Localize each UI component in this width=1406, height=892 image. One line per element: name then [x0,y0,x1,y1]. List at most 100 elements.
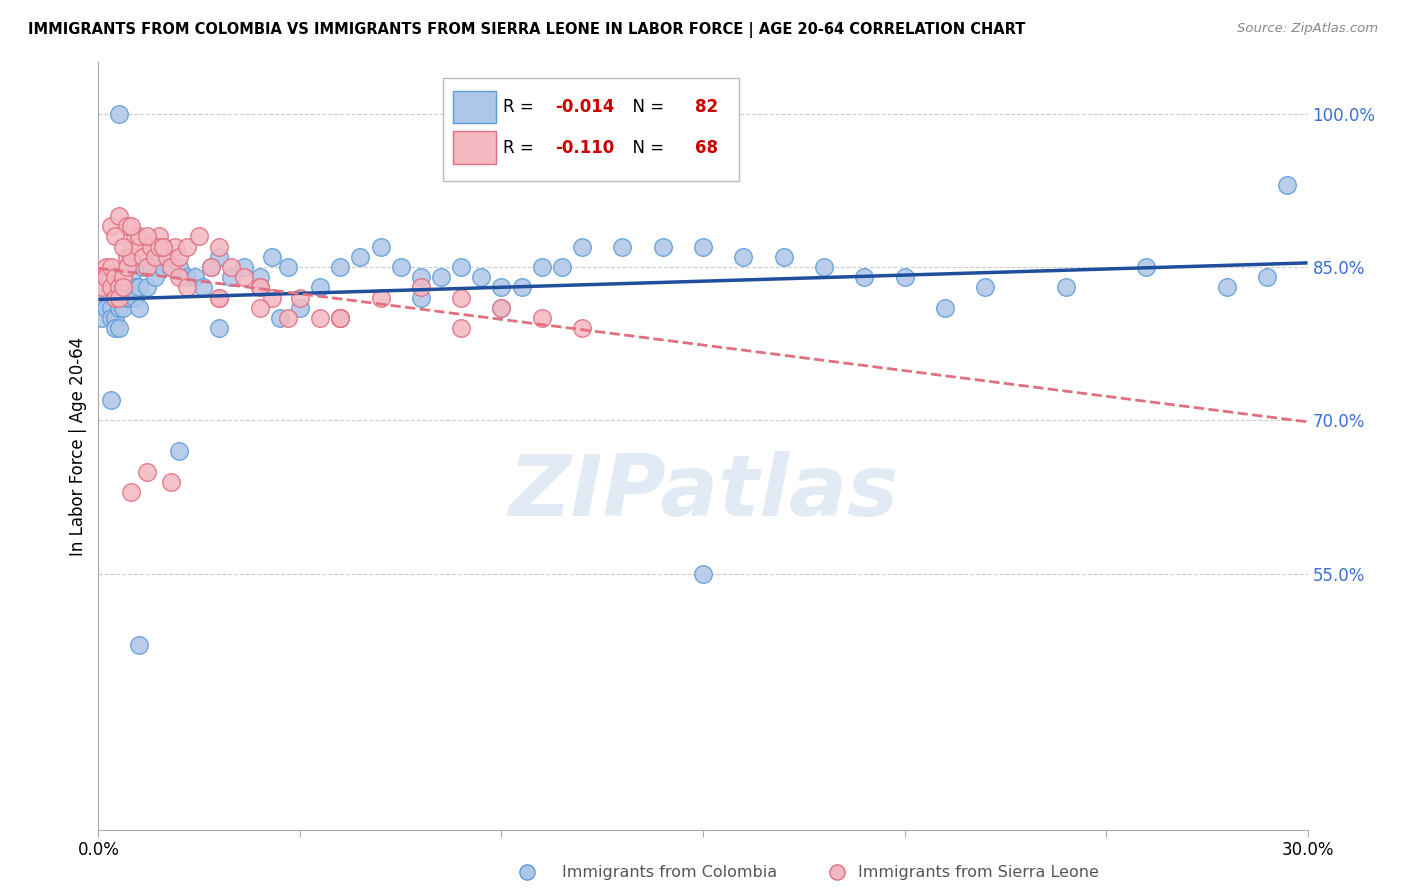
Point [733,250,755,264]
Text: -0.110: -0.110 [555,138,614,157]
Point [111,291,134,305]
Point [329,260,352,274]
Point [103,270,125,285]
Point [139,260,162,274]
Point [430,270,453,285]
Point [200,260,222,274]
Text: Immigrants from Colombia: Immigrants from Colombia [562,865,778,880]
Point [115,250,138,264]
Point [221,260,243,274]
Point [115,260,138,274]
Point [329,311,352,326]
Point [612,239,634,253]
Text: N =: N = [621,138,669,157]
Point [152,260,174,274]
Point [132,260,155,274]
Point [389,260,412,274]
Point [132,250,155,264]
Point [148,239,170,253]
Point [409,280,432,294]
Point [103,291,125,305]
Point [692,566,714,581]
Point [1054,280,1077,294]
Point [111,270,134,285]
Point [974,280,997,294]
Point [232,260,254,274]
Point [329,311,352,326]
Point [277,260,299,274]
Point [128,639,150,653]
Point [249,280,271,294]
Point [96,260,118,274]
Point [692,239,714,253]
Point [107,321,129,335]
Point [450,291,472,305]
Point [100,219,122,233]
Point [128,239,150,253]
Point [103,311,125,326]
Point [288,301,311,315]
Point [934,301,956,315]
Point [160,475,183,489]
Point [249,270,271,285]
Point [571,321,593,335]
Point [893,270,915,285]
Text: Source: ZipAtlas.com: Source: ZipAtlas.com [1237,22,1378,36]
Point [120,270,142,285]
Point [200,260,222,274]
Point [135,280,157,294]
Point [249,280,271,294]
Point [269,311,291,326]
Point [135,465,157,479]
Point [491,301,513,315]
Point [651,239,673,253]
Point [1256,270,1278,285]
Point [309,280,332,294]
Point [176,280,198,294]
Point [176,239,198,253]
Point [100,260,122,274]
Text: -0.014: -0.014 [555,98,614,116]
Point [188,229,211,244]
Point [176,270,198,285]
Point [107,209,129,223]
Point [370,239,392,253]
Point [115,219,138,233]
Point [530,260,553,274]
Point [470,270,492,285]
Point [96,270,118,285]
Text: R =: R = [503,138,540,157]
Point [208,321,231,335]
Point [148,250,170,264]
Point [124,280,146,294]
Point [510,280,533,294]
Point [370,291,392,305]
Point [530,311,553,326]
Point [139,239,162,253]
Point [571,239,593,253]
Point [115,291,138,305]
Point [167,444,190,458]
Point [100,311,122,326]
FancyBboxPatch shape [453,131,496,164]
Point [450,321,472,335]
Point [260,250,283,264]
Point [111,301,134,315]
Point [208,239,231,253]
Point [148,229,170,244]
Point [111,280,134,294]
Point [100,280,122,294]
Point [107,291,129,305]
Point [143,270,166,285]
Point [232,270,254,285]
Point [120,250,142,264]
Point [103,229,125,244]
Point [167,260,190,274]
Text: IMMIGRANTS FROM COLOMBIA VS IMMIGRANTS FROM SIERRA LEONE IN LABOR FORCE | AGE 20: IMMIGRANTS FROM COLOMBIA VS IMMIGRANTS F… [28,22,1025,38]
Point [813,260,835,274]
Point [103,291,125,305]
FancyBboxPatch shape [453,91,496,123]
Point [160,260,183,274]
Point [115,280,138,294]
Point [277,311,299,326]
